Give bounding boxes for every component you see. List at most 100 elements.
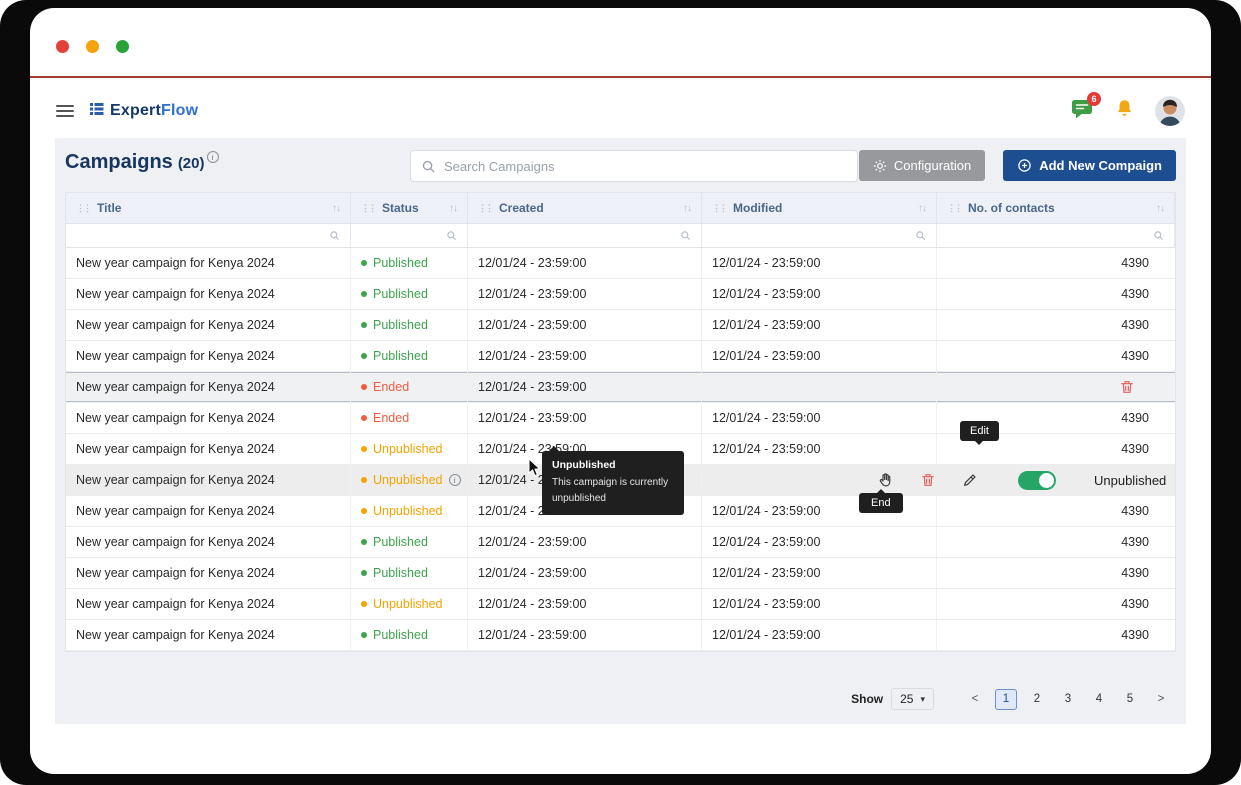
- toggle-knob: [1039, 472, 1054, 488]
- campaign-title: New year campaign for Kenya 2024: [66, 620, 351, 650]
- status-label: Ended: [373, 380, 410, 394]
- table-row[interactable]: New year campaign for Kenya 2024 Publish…: [66, 248, 1175, 279]
- table-row[interactable]: New year campaign for Kenya 2024 Publish…: [66, 620, 1175, 651]
- toggle-state-label: Unpublished: [1094, 472, 1167, 488]
- status-cell: Ended: [351, 372, 468, 402]
- page-size-select[interactable]: 25 ▾: [891, 688, 934, 710]
- notifications-bell-button[interactable]: [1114, 98, 1135, 124]
- page-button-1[interactable]: 1: [995, 688, 1017, 710]
- cell-modified: 12/01/24 - 23:59:00: [702, 279, 937, 309]
- cell-contacts: 4390: [1121, 535, 1149, 549]
- cell-contacts: 4390: [1121, 597, 1149, 611]
- cell-modified: [702, 372, 937, 402]
- cell-contacts: 4390: [1121, 504, 1149, 518]
- next-page-button[interactable]: >: [1157, 693, 1165, 705]
- plus-circle-icon: [1018, 159, 1031, 172]
- campaign-title: New year campaign for Kenya 2024: [66, 558, 351, 588]
- pagination-bar: Show 25 ▾ < 1 2 3 4 5 >: [851, 688, 1172, 710]
- configuration-button[interactable]: Configuration: [858, 150, 986, 181]
- table-row[interactable]: New year campaign for Kenya 2024 Publish…: [66, 310, 1175, 341]
- page-button-3[interactable]: 3: [1064, 693, 1072, 705]
- mouse-cursor: [528, 457, 542, 482]
- title-info-icon[interactable]: i: [206, 151, 219, 163]
- sort-icon[interactable]: ↑↓: [918, 202, 927, 214]
- table-body: New year campaign for Kenya 2024 Publish…: [66, 248, 1175, 651]
- end-campaign-button[interactable]: [877, 472, 894, 489]
- cell-modified: 12/01/24 - 23:59:00: [702, 589, 937, 619]
- status-cell: Unpublished i: [351, 465, 468, 495]
- publish-toggle[interactable]: [1018, 470, 1056, 490]
- column-header-status[interactable]: ⋮⋮ Status ↑↓: [351, 193, 468, 223]
- table-row[interactable]: New year campaign for Kenya 2024 Publish…: [66, 279, 1175, 310]
- table-row[interactable]: New year campaign for Kenya 2024 Publish…: [66, 341, 1175, 372]
- edit-tooltip: Edit: [960, 421, 999, 445]
- user-avatar[interactable]: [1155, 96, 1185, 126]
- table-row[interactable]: New year campaign for Kenya 2024 Publish…: [66, 527, 1175, 558]
- status-label: Published: [373, 349, 428, 363]
- column-header-title[interactable]: ⋮⋮ Title ↑↓: [66, 193, 351, 223]
- filter-search-icon: [447, 231, 457, 241]
- status-cell: Published: [351, 279, 468, 309]
- status-info-icon[interactable]: i: [448, 474, 461, 486]
- page-button-4[interactable]: 4: [1095, 693, 1103, 705]
- filter-status[interactable]: [351, 224, 468, 247]
- page-size-value: 25: [900, 692, 914, 706]
- drag-handle-icon[interactable]: ⋮⋮: [361, 202, 377, 213]
- filter-title[interactable]: [66, 224, 351, 247]
- filter-created[interactable]: [468, 224, 702, 247]
- drag-handle-icon[interactable]: ⋮⋮: [478, 202, 494, 213]
- maximize-window-button[interactable]: [116, 39, 129, 53]
- header-icons: 6: [1070, 91, 1185, 126]
- menu-icon[interactable]: [56, 104, 74, 118]
- campaign-title: New year campaign for Kenya 2024: [66, 310, 351, 340]
- drag-handle-icon[interactable]: ⋮⋮: [76, 202, 92, 213]
- column-header-contacts[interactable]: ⋮⋮ No. of contacts ↑↓: [937, 193, 1175, 223]
- drag-handle-icon[interactable]: ⋮⋮: [947, 202, 963, 213]
- drag-handle-icon[interactable]: ⋮⋮: [712, 202, 728, 213]
- status-dot-icon: [361, 601, 367, 607]
- cell-modified: 12/01/24 - 23:59:00: [702, 620, 937, 650]
- prev-page-button[interactable]: <: [971, 693, 979, 705]
- bell-icon: [1117, 100, 1132, 116]
- cell-created: 12/01/24 - 23:59:00: [468, 527, 702, 557]
- status-label: Published: [373, 566, 428, 580]
- sort-icon[interactable]: ↑↓: [449, 202, 458, 214]
- page-button-2[interactable]: 2: [1033, 693, 1041, 705]
- filter-search-icon: [330, 231, 340, 241]
- status-dot-icon: [361, 632, 367, 638]
- table-row[interactable]: New year campaign for Kenya 2024 Publish…: [66, 558, 1175, 589]
- cell-contacts: 4390: [1121, 287, 1149, 301]
- notification-count-badge: 6: [1087, 91, 1101, 106]
- edit-campaign-button[interactable]: [962, 472, 978, 488]
- sort-icon[interactable]: ↑↓: [683, 202, 692, 214]
- filter-contacts[interactable]: [937, 224, 1175, 247]
- table-row[interactable]: New year campaign for Kenya 2024 Ended 1…: [66, 403, 1175, 434]
- delete-campaign-button[interactable]: [1119, 379, 1135, 395]
- search-input[interactable]: [444, 158, 847, 174]
- column-header-created[interactable]: ⋮⋮ Created ↑↓: [468, 193, 702, 223]
- close-window-button[interactable]: [56, 39, 69, 53]
- cell-contacts: 4390: [1121, 566, 1149, 580]
- filter-search-icon: [681, 231, 691, 241]
- status-label: Published: [373, 535, 428, 549]
- messages-button[interactable]: 6: [1070, 91, 1101, 125]
- add-campaign-button[interactable]: Add New Compaign: [1003, 150, 1176, 181]
- status-label: Unpublished: [373, 504, 443, 518]
- table-row[interactable]: New year campaign for Kenya 2024 Ended 1…: [66, 372, 1175, 403]
- filter-modified[interactable]: [702, 224, 937, 247]
- status-cell: Ended: [351, 403, 468, 433]
- page-button-5[interactable]: 5: [1126, 693, 1134, 705]
- delete-campaign-button[interactable]: [920, 472, 936, 488]
- campaign-title: New year campaign for Kenya 2024: [66, 341, 351, 371]
- trash-icon: [922, 474, 934, 486]
- sort-icon[interactable]: ↑↓: [332, 202, 341, 214]
- sort-icon[interactable]: ↑↓: [1156, 202, 1165, 214]
- status-label: Published: [373, 628, 428, 642]
- column-header-modified[interactable]: ⋮⋮ Modified ↑↓: [702, 193, 937, 223]
- cell-created: 12/01/24 - 23:59:00: [468, 620, 702, 650]
- status-cell: Unpublished: [351, 496, 468, 526]
- cell-created: 12/01/24 - 23:59:00: [468, 403, 702, 433]
- minimize-window-button[interactable]: [86, 39, 99, 53]
- table-row[interactable]: New year campaign for Kenya 2024 Unpubli…: [66, 589, 1175, 620]
